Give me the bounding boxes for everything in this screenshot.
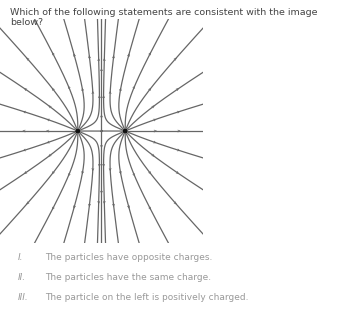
Text: The particles have opposite charges.: The particles have opposite charges.: [46, 253, 213, 262]
Text: II.: II.: [18, 273, 26, 282]
Text: The particles have the same charge.: The particles have the same charge.: [46, 273, 212, 282]
Text: I.: I.: [18, 253, 23, 262]
Text: The particle on the left is positively charged.: The particle on the left is positively c…: [46, 293, 249, 301]
Text: III.: III.: [18, 293, 28, 301]
Circle shape: [123, 129, 127, 133]
Text: Which of the following statements are consistent with the image below?: Which of the following statements are co…: [10, 8, 318, 27]
Circle shape: [76, 129, 80, 133]
